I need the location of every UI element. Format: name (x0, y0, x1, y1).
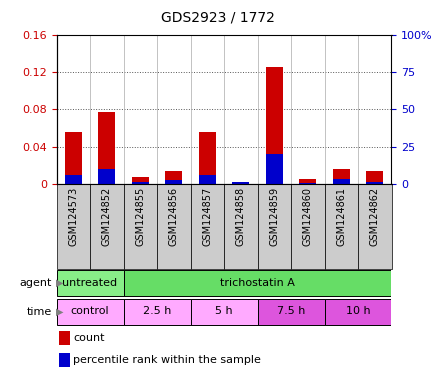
Bar (290, 184, 324, 269)
Bar (190, 184, 224, 269)
Text: ▶: ▶ (56, 278, 63, 288)
Text: percentile rank within the sample: percentile rank within the sample (73, 355, 260, 365)
Bar (56, 299, 123, 325)
Bar (98, 169, 115, 184)
Text: 5 h: 5 h (215, 306, 232, 316)
Text: agent: agent (20, 278, 52, 288)
Text: GSM124861: GSM124861 (335, 187, 345, 246)
Bar (56, 270, 123, 296)
Text: control: control (71, 306, 109, 316)
Bar (365, 182, 382, 184)
Bar (90, 184, 123, 269)
Bar (257, 184, 290, 269)
Text: GSM124852: GSM124852 (102, 187, 112, 246)
Bar (65, 175, 82, 184)
Bar (98, 112, 115, 184)
Bar (123, 184, 157, 269)
Text: count: count (73, 333, 104, 343)
Text: GSM124856: GSM124856 (168, 187, 178, 246)
Bar (165, 180, 182, 184)
Text: GSM124855: GSM124855 (135, 187, 145, 246)
Text: trichostatin A: trichostatin A (220, 278, 294, 288)
Text: 2.5 h: 2.5 h (142, 306, 171, 316)
Text: GSM124862: GSM124862 (369, 187, 379, 246)
Bar (65, 132, 82, 184)
Text: untreated: untreated (62, 278, 117, 288)
Bar (232, 182, 249, 184)
Bar (157, 184, 190, 269)
Bar (265, 67, 282, 184)
Bar (56, 184, 90, 269)
Bar (132, 182, 148, 184)
Bar (198, 175, 215, 184)
Text: GSM124860: GSM124860 (302, 187, 312, 246)
Bar (165, 171, 182, 184)
Bar (232, 182, 249, 184)
Bar (224, 184, 257, 269)
Text: GSM124573: GSM124573 (68, 187, 78, 246)
Text: GSM124858: GSM124858 (235, 187, 245, 246)
Text: time: time (27, 307, 52, 317)
Bar (190, 299, 257, 325)
Bar (357, 184, 391, 269)
Text: 7.5 h: 7.5 h (276, 306, 305, 316)
Bar (365, 171, 382, 184)
Bar (257, 299, 324, 325)
Bar (132, 177, 148, 184)
Bar (265, 154, 282, 184)
Bar (332, 169, 349, 184)
Bar (324, 299, 391, 325)
Bar (123, 270, 391, 296)
Bar (198, 132, 215, 184)
Bar (299, 179, 316, 184)
Text: GDS2923 / 1772: GDS2923 / 1772 (160, 10, 274, 24)
Bar (332, 179, 349, 184)
Bar (123, 299, 190, 325)
Text: ▶: ▶ (56, 307, 63, 317)
Text: GSM124857: GSM124857 (202, 187, 212, 246)
Bar (324, 184, 357, 269)
Text: 10 h: 10 h (345, 306, 369, 316)
Text: GSM124859: GSM124859 (269, 187, 279, 246)
